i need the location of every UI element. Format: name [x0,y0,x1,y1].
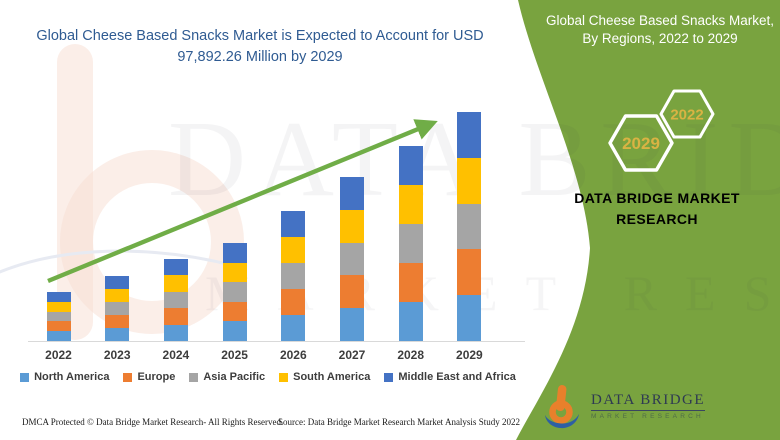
bar-segment-south-america [398,184,423,224]
chart-legend: North America Europe Asia Pacific South Ame… [10,371,526,383]
bar-segment-europe [222,301,247,322]
year-label-2024: 2024 [162,348,190,362]
hexagon-badges: 2029 2022 [608,89,715,172]
year-label-2026: 2026 [279,348,307,362]
year-label-2027: 2027 [338,348,366,362]
green-panel-shape [516,0,780,440]
bar-segment-asia-pacific [222,282,247,302]
bar-segment-middle-east-and-africa [222,242,247,263]
legend-swatch-icon [20,372,30,382]
x-axis-line [28,341,525,342]
bar-2029 [457,112,482,341]
bar-segment-middle-east-and-africa [46,292,71,302]
bar-segment-asia-pacific [457,203,482,250]
legend-swatch-icon [384,372,394,382]
bar-2027 [340,177,364,341]
legend-swatch-icon [189,372,199,382]
bar-segment-middle-east-and-africa [105,275,130,289]
bar-segment-asia-pacific [281,262,306,289]
bar-segment-middle-east-and-africa [457,112,482,158]
hexagon-2029-label: 2029 [622,134,660,153]
hexagon-2022-label: 2022 [670,106,703,123]
bar-segment-europe [398,262,423,302]
bar-2026 [281,210,306,341]
legend-label: Europe [137,371,176,383]
logo-subtitle: MARKET RESEARCH [591,413,704,420]
bar-segment-south-america [105,288,130,302]
bar-segment-europe [457,249,482,296]
logo-b-icon [545,385,579,429]
legend-item-south-america: South America [279,371,370,383]
legend-label: South America [293,371,371,383]
bar-segment-europe [105,314,130,328]
hexagon-2022-icon [659,89,715,139]
logo-wordmark: DATA BRIDGE [591,392,706,411]
bar-segment-south-america [222,262,247,283]
bar-segment-north-america [222,321,247,341]
chart-title: Global Cheese Based Snacks Market is Exp… [36,28,484,65]
bar-segment-asia-pacific [105,301,130,315]
bar-segment-north-america [163,324,188,341]
bar-segment-middle-east-and-africa [163,258,188,276]
legend-item-north-america: North America [20,371,109,383]
footer-source-text: Source: Data Bridge Market Research Mark… [278,417,520,427]
bar-segment-asia-pacific [46,311,71,322]
right-panel-title: Global Cheese Based Snacks Market, By Re… [545,13,775,46]
legend-label: Middle East and Africa [398,371,516,383]
footer-dmca-text: DMCA Protected © Data Bridge Market Rese… [22,417,284,427]
bar-2024 [163,258,188,341]
legend-label: North America [34,371,110,383]
brand-text: DATA BRIDGE MARKET RESEARCH [574,190,740,227]
bar-segment-north-america [105,327,130,341]
legend-label: Asia Pacific [203,371,266,383]
bar-segment-south-america [281,236,306,263]
bar-segment-asia-pacific [163,291,188,309]
bar-segment-middle-east-and-africa [398,145,423,185]
bar-segment-north-america [398,301,423,341]
bar-segment-north-america [46,331,71,341]
bar-segment-north-america [457,295,482,341]
bar-segment-europe [163,308,188,325]
year-label-2025: 2025 [221,348,248,362]
bar-segment-asia-pacific [340,242,364,276]
legend-swatch-icon [279,372,289,382]
dbmr-logo: DATA BRIDGE MARKET RESEARCH [543,384,706,430]
year-label-2022: 2022 [45,348,72,362]
bar-segment-north-america [340,308,364,341]
legend-swatch-icon [123,372,133,382]
bar-2022 [46,292,71,341]
year-label-2023: 2023 [103,348,131,362]
hexagon-2029-icon [608,114,674,172]
bar-segment-asia-pacific [398,223,423,263]
bar-segment-europe [281,288,306,315]
year-label-2029: 2029 [456,348,483,362]
bar-segment-europe [340,275,364,309]
bar-2028 [398,145,423,341]
bar-segment-south-america [340,209,364,243]
bar-segment-middle-east-and-africa [340,177,364,210]
bar-segment-north-america [281,314,306,341]
year-label-2028: 2028 [397,348,425,362]
legend-item-middle-east-and-africa: Middle East and Africa [384,371,516,383]
bar-segment-middle-east-and-africa [281,210,306,237]
bar-segment-south-america [457,157,482,204]
bar-2023 [105,275,130,341]
bar-segment-south-america [46,301,71,312]
legend-item-asia-pacific: Asia Pacific [189,371,265,383]
bar-segment-europe [46,321,71,332]
legend-item-europe: Europe [123,371,175,383]
bar-segment-south-america [163,275,188,292]
bar-2025 [222,242,247,341]
